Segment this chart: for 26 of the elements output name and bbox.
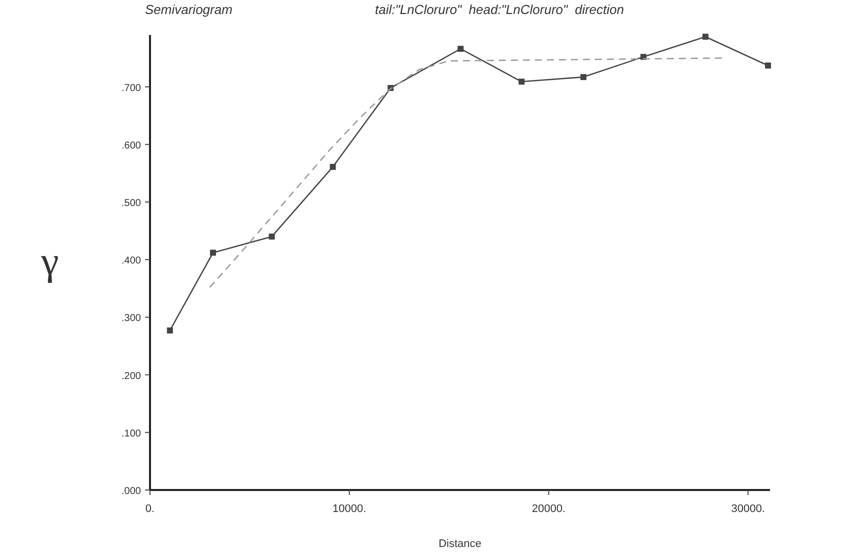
point [518,78,525,85]
point [268,234,275,240]
point [330,164,336,170]
chart-subtitle: tail:"LnCloruro" head:"LnCloruro" direction [375,2,624,17]
x-tick-label: 10000. [332,503,366,515]
y-tick-label: .200 [122,370,142,382]
y-axis-title: γ [40,238,59,284]
point [702,34,708,40]
y-tick-label: .500 [122,198,142,210]
point [458,46,464,52]
y-tick-label: .000 [122,486,142,497]
point [765,62,772,69]
point [210,250,216,256]
x-tick-label: 20000. [532,503,566,515]
point [580,74,586,80]
y-tick-label: .600 [122,140,142,152]
point [166,327,173,334]
line-series [209,57,725,288]
x-axis-title: Distance [438,538,482,550]
y-tick-label: .300 [122,313,142,324]
x-tick-label: 30000. [731,503,765,515]
chart-title: Semivariogram [145,2,233,17]
y-tick-label: .100 [122,428,142,440]
x-tick-label: 0. [145,503,155,515]
y-tick-label: .400 [122,256,142,267]
y-tick-label: .700 [122,82,142,94]
